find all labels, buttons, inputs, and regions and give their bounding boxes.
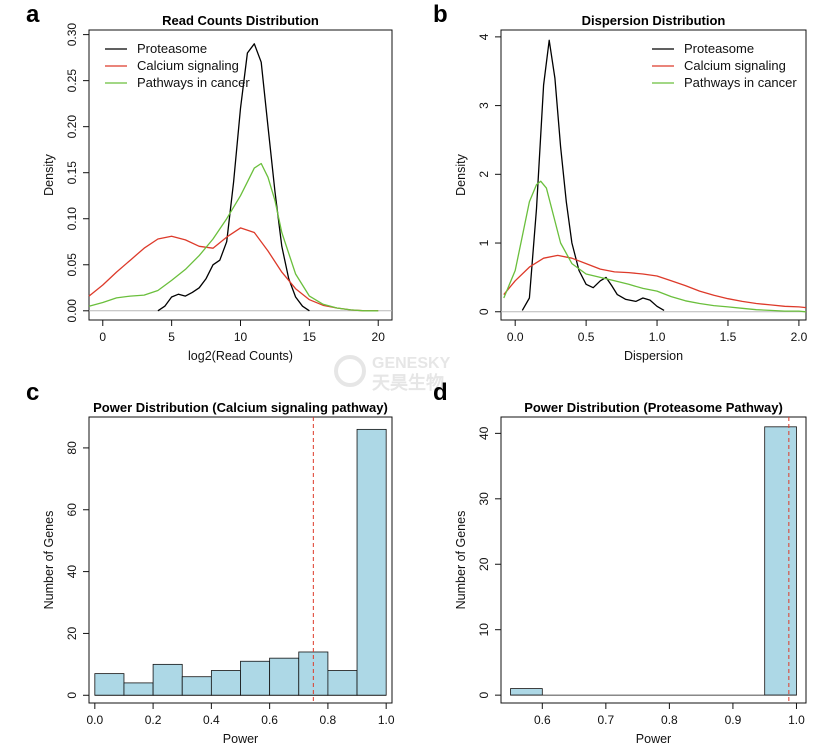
- legend-entry-2: Pathways in cancer: [137, 75, 250, 90]
- x-tick-label: 1.0: [788, 713, 805, 727]
- y-axis-label: Number of Genes: [42, 511, 56, 610]
- chart-title: Dispersion Distribution: [582, 13, 726, 28]
- x-tick-label: 20: [372, 330, 386, 344]
- histogram-bar: [510, 688, 543, 696]
- plot-frame: [500, 29, 807, 321]
- y-tick-label: 0: [477, 691, 491, 698]
- histogram-bar: [764, 426, 797, 696]
- series-line-2: [503, 180, 807, 313]
- watermark-line2: 天昊生物: [372, 372, 444, 393]
- y-axis-label: Density: [454, 153, 468, 195]
- histogram-bar: [210, 670, 241, 696]
- y-tick-label: 4: [477, 33, 491, 40]
- y-tick-label: 30: [477, 492, 491, 506]
- x-tick-label: 1.0: [378, 713, 395, 727]
- x-tick-label: 0.6: [534, 713, 551, 727]
- x-tick-label: 2.0: [791, 330, 808, 344]
- panel-label: b: [433, 1, 448, 28]
- y-tick-label: 0: [477, 308, 491, 315]
- legend: Proteasome Calcium signaling Pathways in c…: [652, 41, 797, 90]
- y-tick-label: 0.15: [65, 161, 79, 185]
- x-tick-label: 0.2: [145, 713, 162, 727]
- legend-entry-0: Proteasome: [684, 41, 754, 56]
- x-tick-label: 0.5: [578, 330, 595, 344]
- panel-c: c Power Distribution (Calcium signaling p…: [26, 379, 395, 746]
- panel-label: d: [433, 379, 448, 406]
- y-tick-label: 0.05: [65, 253, 79, 277]
- y-tick-label: 2: [477, 171, 491, 178]
- y-axis-label: Number of Genes: [454, 511, 468, 610]
- histogram-bar: [356, 428, 387, 696]
- x-tick-label: 0.8: [661, 713, 678, 727]
- y-tick-label: 0.25: [65, 69, 79, 93]
- histogram-bar: [181, 676, 212, 696]
- panel-label: a: [26, 1, 40, 28]
- y-tick-label: 0: [65, 692, 79, 699]
- x-tick-label: 0.9: [725, 713, 742, 727]
- x-tick-label: 0: [99, 330, 106, 344]
- x-tick-label: 10: [234, 330, 248, 344]
- legend-entry-1: Calcium signaling: [137, 58, 239, 73]
- y-tick-label: 1: [477, 239, 491, 246]
- x-tick-label: 0.8: [320, 713, 337, 727]
- legend-entry-0: Proteasome: [137, 41, 207, 56]
- x-tick-label: 5: [168, 330, 175, 344]
- y-tick-label: 0.30: [65, 23, 79, 47]
- x-tick-label: 1.0: [649, 330, 666, 344]
- y-tick-label: 80: [65, 441, 79, 455]
- x-tick-label: 0.0: [507, 330, 524, 344]
- watermark: GENESKY 天昊生物: [334, 355, 451, 393]
- x-tick-label: 1.5: [720, 330, 737, 344]
- chart-title: Power Distribution (Calcium signaling pa…: [93, 400, 388, 415]
- legend-entry-2: Pathways in cancer: [684, 75, 797, 90]
- x-tick-label: 0.4: [203, 713, 220, 727]
- panel-label: c: [26, 379, 39, 406]
- y-tick-label: 3: [477, 102, 491, 109]
- x-tick-label: 0.7: [598, 713, 615, 727]
- plot-frame: [88, 416, 393, 704]
- legend: Proteasome Calcium signaling Pathways in c…: [105, 41, 250, 90]
- x-axis-label: Power: [636, 732, 671, 746]
- legend-entry-1: Calcium signaling: [684, 58, 786, 73]
- y-tick-label: 60: [65, 503, 79, 517]
- y-tick-label: 20: [65, 626, 79, 640]
- watermark-logo-icon: [334, 355, 366, 387]
- series-line-0: [521, 39, 665, 311]
- histogram-bar: [94, 673, 125, 696]
- plot-frame: [500, 416, 807, 704]
- histogram-bar: [123, 682, 154, 696]
- y-tick-label: 10: [477, 623, 491, 637]
- y-tick-label: 0.20: [65, 115, 79, 139]
- panel-a: a Read Counts Distribution Proteasome Calci…: [26, 1, 393, 363]
- plot-frame: [88, 29, 393, 321]
- x-axis-label: log2(Read Counts): [188, 349, 293, 363]
- y-tick-label: 40: [65, 565, 79, 579]
- x-axis-label: Power: [223, 732, 258, 746]
- series-line-1: [503, 254, 807, 309]
- y-tick-label: 40: [477, 426, 491, 440]
- series-line-1: [88, 227, 379, 312]
- histogram-bar: [240, 660, 271, 696]
- y-tick-label: 20: [477, 557, 491, 571]
- watermark-line1: GENESKY: [372, 355, 451, 372]
- panel-d: d Power Distribution (Proteasome Pathway)…: [433, 379, 807, 746]
- x-tick-label: 15: [303, 330, 317, 344]
- panel-b: b Dispersion Distribution Proteasome Calciu…: [433, 1, 808, 363]
- y-tick-label: 0.00: [65, 299, 79, 323]
- histogram-bar: [327, 670, 358, 696]
- y-tick-label: 0.10: [65, 207, 79, 231]
- histogram-bar: [269, 657, 300, 696]
- x-tick-label: 0.6: [261, 713, 278, 727]
- histogram-bar: [152, 663, 183, 696]
- chart-title: Read Counts Distribution: [162, 13, 319, 28]
- y-axis-label: Density: [42, 153, 56, 195]
- x-axis-label: Dispersion: [624, 349, 683, 363]
- x-tick-label: 0.0: [86, 713, 103, 727]
- series-line-0: [157, 43, 310, 312]
- chart-title: Power Distribution (Proteasome Pathway): [524, 400, 783, 415]
- series-line-2: [88, 162, 379, 312]
